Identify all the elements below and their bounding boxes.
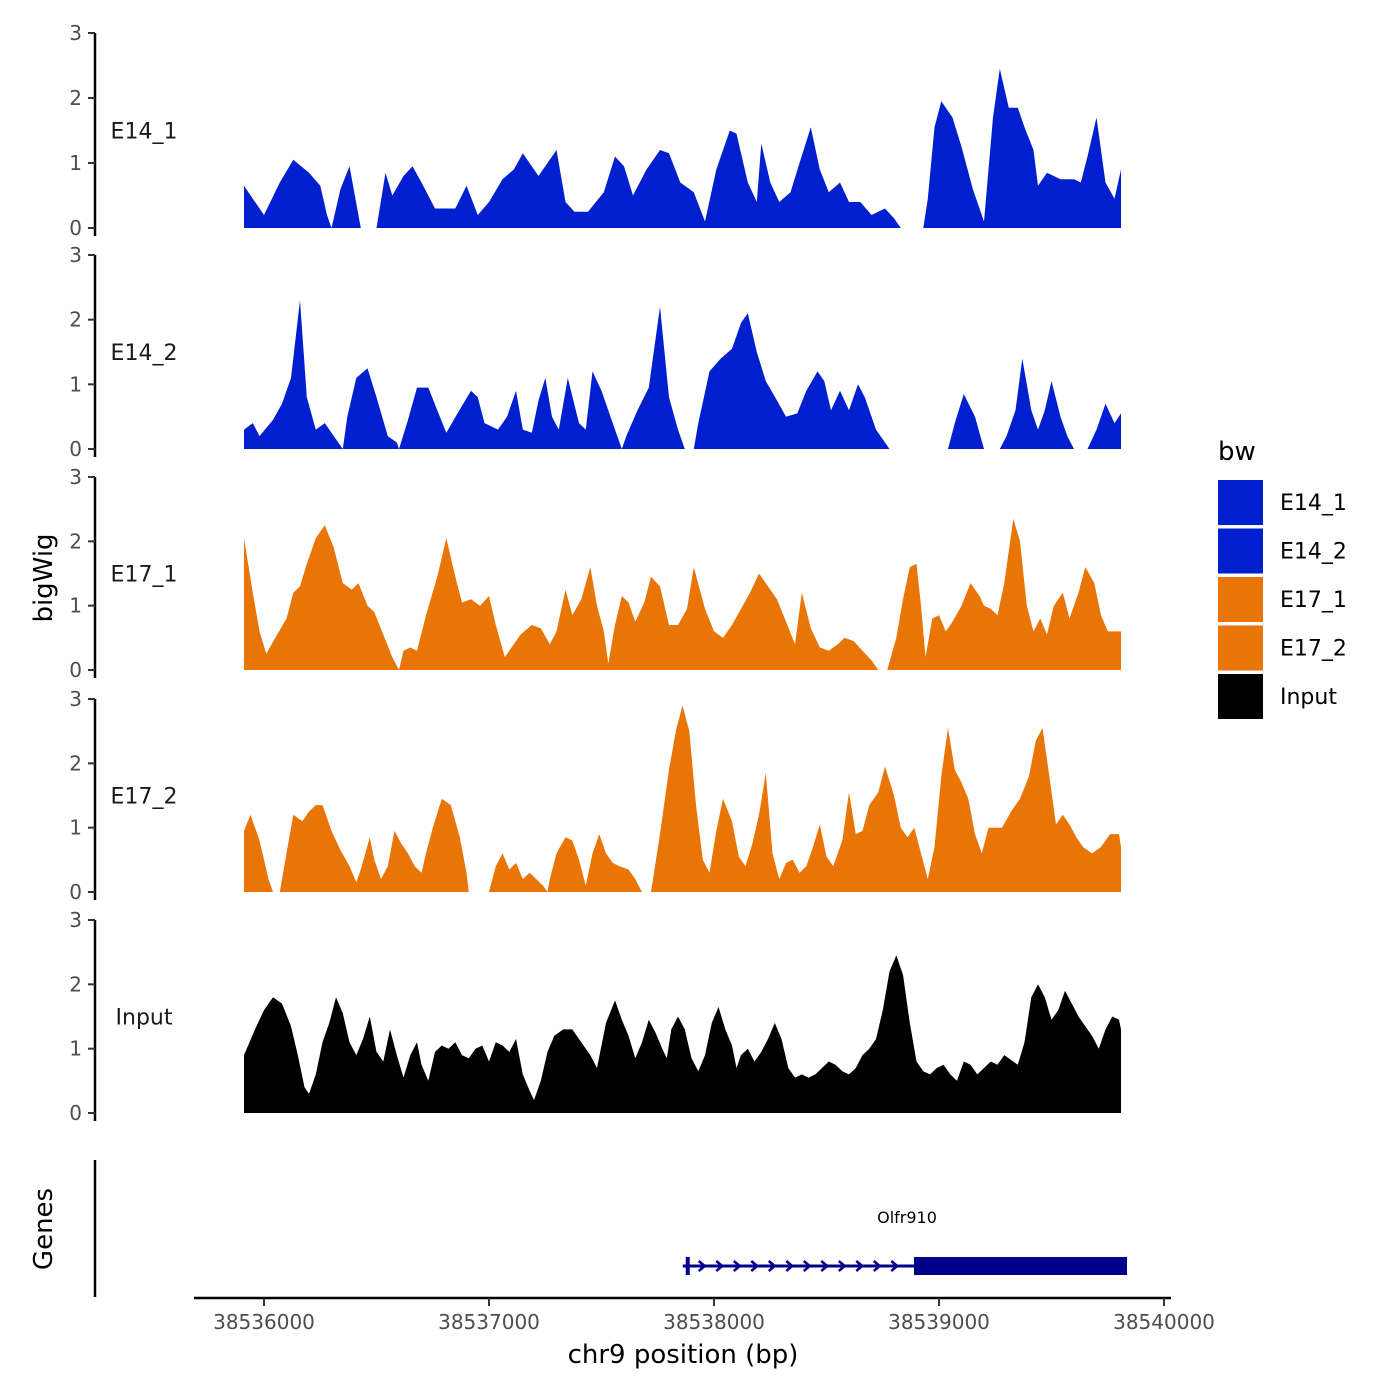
signal-tracks: 0 1 2 3 E14_1 0 1 2 3 E14_2 0 1 2 3 E17_1 0 1 2 3 E17_2 0 1 2 3… xyxy=(69,21,1121,1125)
area-e14-2 xyxy=(244,300,685,449)
legend-item-e14-1: E14_1 xyxy=(1218,480,1347,525)
y-tick-label: 3 xyxy=(69,21,82,45)
strand-arrow xyxy=(732,1260,742,1272)
area-e14-2 xyxy=(693,313,890,449)
legend-item-e17-2: E17_2 xyxy=(1218,625,1347,671)
y-tick-label: 2 xyxy=(69,86,82,110)
x-tick-label: 38537000 xyxy=(438,1310,540,1334)
legend-swatch xyxy=(1218,528,1263,574)
legend-label: Input xyxy=(1280,685,1337,710)
legend-label: E17_2 xyxy=(1280,637,1347,662)
area-e17-2 xyxy=(651,705,1121,892)
y-tick-label: 2 xyxy=(69,972,82,996)
y-tick-label: 3 xyxy=(69,465,82,489)
y-axis-title: bigWig xyxy=(29,533,59,622)
y-tick-label: 2 xyxy=(69,751,82,775)
area-e14-2 xyxy=(948,394,984,449)
legend-title: bw xyxy=(1218,437,1256,467)
strand-arrow xyxy=(890,1260,900,1272)
area-input xyxy=(244,955,1121,1113)
area-e17-1 xyxy=(887,518,1121,670)
area-e14-2 xyxy=(1087,352,1121,449)
strand-arrow xyxy=(872,1260,882,1272)
y-tick-label: 3 xyxy=(69,687,82,711)
y-tick-label: 0 xyxy=(69,216,82,240)
x-tick-label: 38540000 xyxy=(1113,1310,1215,1334)
area-e14-1 xyxy=(923,68,1121,228)
track-e17-1: 0 1 2 3 E17_1 xyxy=(69,465,1121,682)
area-e17-2 xyxy=(489,834,642,892)
strand-arrow xyxy=(855,1260,865,1272)
legend: bw E14_1 E14_2 E17_1 E17_2 Input xyxy=(1218,437,1347,719)
strand-arrow xyxy=(785,1260,795,1272)
area-e17-1 xyxy=(244,525,879,670)
track-e14-2: 0 1 2 3 E14_2 xyxy=(69,243,1121,461)
y-tick-label: 1 xyxy=(69,151,82,175)
area-e17-2 xyxy=(244,814,273,892)
track-label: E14_2 xyxy=(111,341,178,366)
strand-arrow xyxy=(697,1260,707,1272)
track-label: E14_1 xyxy=(111,120,178,145)
legend-swatch xyxy=(1218,674,1263,719)
strand-arrow xyxy=(837,1260,847,1272)
track-e17-2: 0 1 2 3 E17_2 xyxy=(69,687,1121,904)
legend-item-e17-1: E17_1 xyxy=(1218,577,1347,622)
y-tick-label: 3 xyxy=(69,908,82,932)
track-label: E17_2 xyxy=(111,785,178,810)
strand-arrow xyxy=(820,1260,830,1272)
y-tick-label: 1 xyxy=(69,594,82,618)
genes-axis-title: Genes xyxy=(29,1188,59,1270)
strand-arrow xyxy=(767,1260,777,1272)
legend-item-input: Input xyxy=(1218,674,1337,719)
track-input: 0 1 2 3 Input xyxy=(69,908,1121,1125)
genes-panel: Olfr910 xyxy=(93,1160,1127,1297)
legend-label: E17_1 xyxy=(1280,588,1347,613)
track-label: Input xyxy=(116,1006,173,1031)
y-tick-label: 0 xyxy=(69,437,82,461)
legend-swatch xyxy=(1218,480,1263,525)
area-e14-1 xyxy=(376,127,901,228)
x-tick-label: 38538000 xyxy=(663,1310,765,1334)
track-label: E17_1 xyxy=(111,563,178,588)
y-tick-label: 1 xyxy=(69,372,82,396)
area-e14-2 xyxy=(999,358,1074,449)
y-tick-label: 0 xyxy=(69,658,82,682)
area-e14-1 xyxy=(244,159,361,228)
y-tick-label: 2 xyxy=(69,308,82,332)
area-e17-2 xyxy=(279,798,469,892)
y-tick-label: 0 xyxy=(69,880,82,904)
y-tick-label: 0 xyxy=(69,1101,82,1125)
legend-swatch xyxy=(1218,625,1263,671)
legend-label: E14_2 xyxy=(1280,540,1347,565)
gene-cds-block xyxy=(914,1257,1127,1275)
strand-arrow xyxy=(715,1260,725,1272)
legend-swatch xyxy=(1218,577,1263,622)
strand-arrow xyxy=(802,1260,812,1272)
track-e14-1: 0 1 2 3 E14_1 xyxy=(69,21,1121,240)
gene-olfr910: Olfr910 xyxy=(682,1208,1127,1275)
x-tick-label: 38539000 xyxy=(888,1310,990,1334)
y-tick-label: 3 xyxy=(69,243,82,267)
y-tick-label: 1 xyxy=(69,1037,82,1061)
y-tick-label: 1 xyxy=(69,816,82,840)
strand-arrow xyxy=(750,1260,760,1272)
x-axis-title: chr9 position (bp) xyxy=(568,1340,799,1370)
y-tick-label: 2 xyxy=(69,529,82,553)
legend-item-e14-2: E14_2 xyxy=(1218,528,1347,574)
x-tick-label: 38536000 xyxy=(213,1310,315,1334)
legend-label: E14_1 xyxy=(1280,491,1347,516)
x-axis: 38536000 38537000 38538000 38539000 38540000 xyxy=(194,1296,1215,1334)
gene-label: Olfr910 xyxy=(877,1208,937,1227)
